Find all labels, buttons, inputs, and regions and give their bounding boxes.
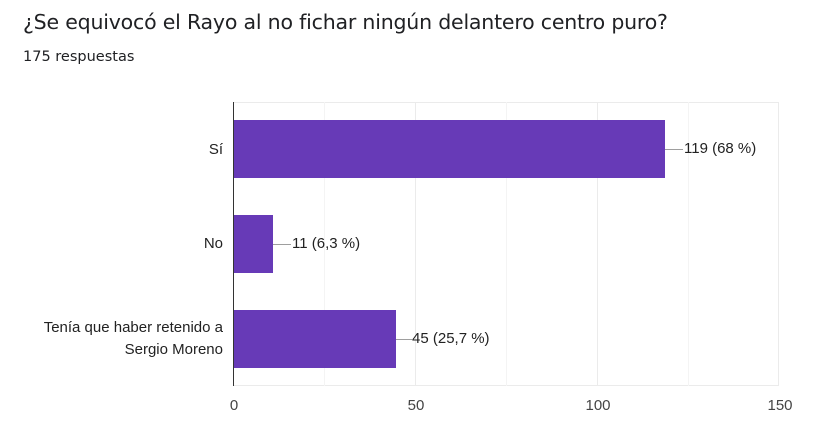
y-axis-line — [233, 102, 234, 386]
category-label-retener: Tenía que haber retenido a Sergio Moreno — [44, 317, 223, 361]
category-label-si: Sí — [208, 141, 223, 158]
gridline-125 — [688, 102, 689, 386]
category-label-no: No — [203, 235, 223, 252]
question-title: ¿Se equivocó el Rayo al no fichar ningún… — [23, 10, 668, 34]
response-count: 175 respuestas — [23, 49, 135, 65]
value-label-retener: 45 (25,7 %) — [412, 330, 490, 347]
gridline-75 — [506, 102, 507, 386]
bar-si[interactable] — [234, 120, 665, 178]
category-label-line2: Sergio Moreno — [124, 341, 223, 358]
category-label-line1: Tenía que haber retenido a — [43, 319, 223, 336]
bar-no[interactable] — [234, 215, 273, 273]
gridline-100 — [597, 102, 598, 386]
leader-line — [396, 339, 412, 340]
x-tick-0: 0 — [229, 397, 239, 414]
value-label-si: 119 (68 %) — [684, 140, 757, 157]
value-label-no: 11 (6,3 %) — [292, 235, 361, 252]
leader-line — [273, 244, 291, 245]
x-tick-100: 100 — [585, 397, 611, 414]
bar-retener[interactable] — [234, 310, 396, 368]
gridline-50 — [415, 102, 416, 386]
x-tick-50: 50 — [407, 397, 425, 414]
leader-line — [665, 149, 683, 150]
gridline-25 — [324, 102, 325, 386]
x-tick-150: 150 — [767, 397, 793, 414]
